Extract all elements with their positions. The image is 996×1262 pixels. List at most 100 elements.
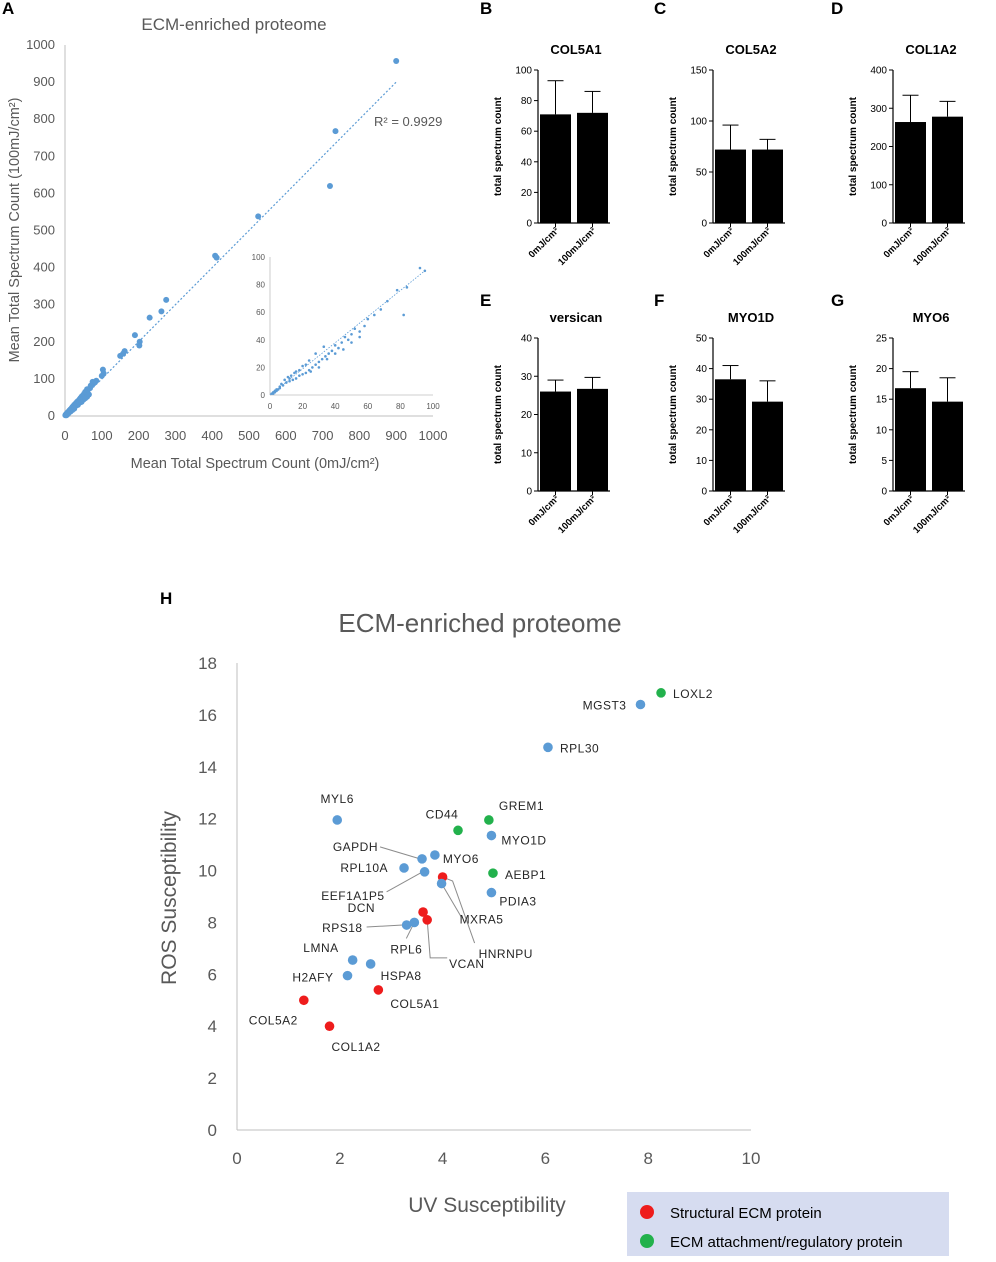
- panel-a-inset-point: [314, 352, 317, 355]
- panel-f-bar: [752, 401, 783, 491]
- panel-b-title: COL5A1: [550, 42, 601, 57]
- panel-a-inset-x-tick: 60: [363, 402, 372, 411]
- panel-h-y-tick: 12: [198, 810, 217, 829]
- panel-g-y-label: total spectrum count: [848, 364, 859, 464]
- panel-h-point: [543, 742, 553, 753]
- panel-g-x-tick: 0mJ/cm²: [882, 493, 917, 528]
- panel-h-x-tick: 4: [438, 1149, 447, 1168]
- panel-h-point: [453, 825, 463, 836]
- panel-h-point: [347, 955, 358, 965]
- panel-h-point-label: HSPA8: [381, 969, 422, 983]
- panel-f-x-tick: 0mJ/cm²: [702, 493, 737, 528]
- panel-a-x-tick: 1000: [419, 428, 448, 443]
- panel-e-bar: [577, 388, 608, 491]
- panel-h-point-label: COL5A2: [249, 1013, 298, 1027]
- panel-a-inset-point: [366, 317, 370, 321]
- panel-a-inset-point: [379, 308, 383, 311]
- panel-h-point: [373, 985, 384, 995]
- panel-f-y-tick: 50: [696, 334, 708, 345]
- panel-c-y-tick: 150: [690, 66, 707, 77]
- panel-a-point: [332, 128, 339, 135]
- panel-a-inset-point: [353, 327, 357, 331]
- panel-f-bar: [715, 379, 746, 491]
- panel-e-y-label: total spectrum count: [493, 364, 504, 464]
- panel-c-title: COL5A2: [725, 42, 776, 57]
- panel-h-point-label: MYO6: [443, 852, 479, 866]
- panel-a-inset-y-tick: 100: [252, 253, 266, 262]
- panel-h-point: [342, 970, 353, 981]
- panel-f-title: MYO1D: [728, 310, 774, 325]
- panel-a-inset-point: [346, 338, 350, 342]
- panel-a-inset-point: [286, 375, 290, 379]
- panel-letter-e: E: [480, 291, 491, 310]
- panel-a-r2-label: R² = 0.9929: [374, 114, 442, 129]
- panel-a-inset-point: [340, 341, 344, 344]
- panel-a-inset-y-tick: 80: [256, 281, 265, 290]
- panel-h-x-tick: 8: [643, 1149, 652, 1168]
- panel-h-y-tick: 8: [208, 913, 217, 932]
- panel-h-point-label: RPS18: [322, 921, 363, 935]
- panel-h-point: [484, 815, 494, 825]
- panel-a-y-tick: 400: [33, 260, 55, 275]
- panel-a-inset-point: [343, 335, 347, 339]
- panel-a-y-tick: 200: [33, 334, 55, 349]
- panel-f-y-tick: 0: [701, 487, 707, 498]
- panel-h-point-label: LOXL2: [673, 687, 713, 701]
- panel-letter-g: G: [831, 291, 844, 310]
- panel-h-point-label: RPL6: [390, 942, 422, 956]
- panel-f-y-tick: 20: [696, 425, 708, 436]
- panel-b-y-tick: 20: [521, 188, 533, 199]
- panel-b-y-tick: 80: [521, 96, 533, 107]
- panel-h-x-tick: 2: [335, 1149, 344, 1168]
- panel-a-point: [255, 213, 262, 220]
- panel-a-x-tick: 900: [385, 428, 407, 443]
- panel-a-x-tick: 500: [238, 428, 260, 443]
- panel-a-inset-point: [333, 344, 337, 347]
- panel-e-title: versican: [550, 310, 603, 325]
- panel-c-y-label: total spectrum count: [668, 96, 679, 196]
- panel-a-point: [326, 182, 333, 189]
- panel-a-inset-point: [301, 364, 304, 368]
- panel-a-point: [63, 412, 70, 419]
- panel-e-y-tick: 10: [521, 448, 533, 459]
- panel-a-inset-point: [322, 345, 326, 349]
- panel-a-x-tick: 600: [275, 428, 297, 443]
- panel-a-inset-point: [320, 357, 324, 361]
- panel-h-point: [486, 887, 497, 898]
- panel-a-inset-point: [301, 373, 304, 376]
- panel-a-inset-point: [363, 324, 366, 328]
- panel-f-y-tick: 40: [696, 364, 708, 375]
- panel-a-inset-trendline: [269, 270, 426, 396]
- panel-g-y-tick: 20: [876, 364, 888, 375]
- panel-h-leader-line: [442, 876, 476, 944]
- panel-a-inset-point: [314, 363, 317, 366]
- panel-f-y-label: total spectrum count: [668, 364, 679, 464]
- panel-h-point: [436, 878, 447, 889]
- panel-h-point-label: MGST3: [583, 699, 627, 713]
- panel-h-point: [419, 867, 430, 877]
- panel-a-inset-point: [283, 378, 286, 382]
- panel-h-title: ECM-enriched proteome: [338, 608, 621, 638]
- panel-h-point-label: CD44: [426, 807, 459, 821]
- panel-a-inset-point: [423, 269, 427, 273]
- panel-d-y-tick: 100: [870, 180, 887, 191]
- panel-a-inset-point: [298, 368, 301, 372]
- panel-a-x-tick: 400: [201, 428, 223, 443]
- panel-a-inset-point: [327, 352, 330, 355]
- panel-e-y-tick: 40: [521, 334, 533, 345]
- panel-letter-d: D: [831, 0, 843, 18]
- panel-a-inset-x-tick: 20: [298, 402, 307, 411]
- panel-d-title: COL1A2: [905, 42, 956, 57]
- panel-h-point: [324, 1021, 335, 1032]
- panel-h-point-label: EEF1A1P5: [321, 889, 384, 903]
- panel-letter-b: B: [480, 0, 492, 18]
- panel-h-point: [486, 830, 497, 841]
- panel-a-inset-point: [333, 352, 337, 355]
- panel-g-bar: [895, 388, 926, 491]
- panel-g-y-tick: 5: [881, 456, 887, 467]
- panel-g-bar: [932, 401, 963, 491]
- panel-e-x-tick: 100mJ/cm²: [556, 493, 599, 536]
- panel-a-inset-y-tick: 20: [256, 363, 265, 372]
- panel-a-y-tick: 600: [33, 185, 55, 200]
